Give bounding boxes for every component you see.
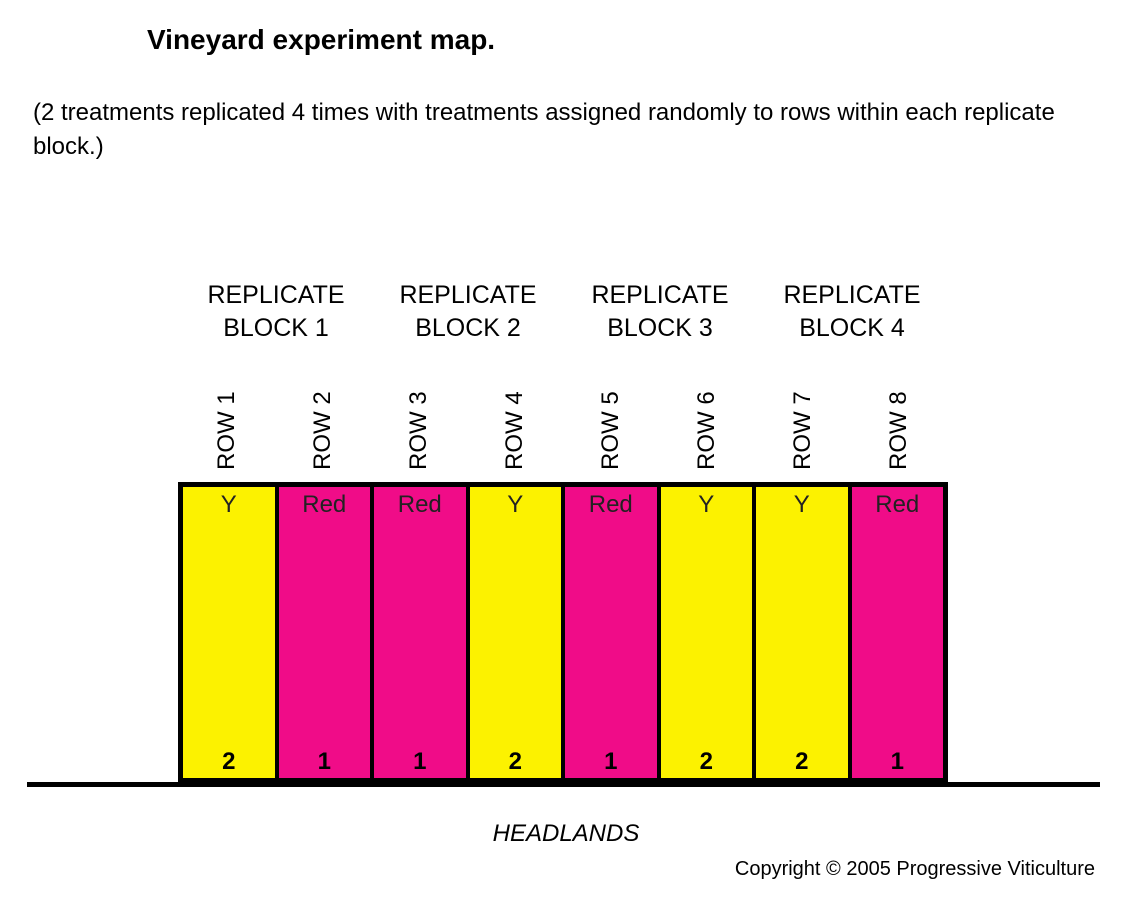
block-header-1: REPLICATE BLOCK 1 (180, 279, 372, 345)
row-label-text: ROW 7 (789, 391, 816, 470)
row-label-text: ROW 2 (309, 391, 336, 470)
page-title: Vineyard experiment map. (147, 24, 496, 55)
plot-row-2: Red 1 (278, 487, 374, 778)
headlands-text: HEADLANDS (492, 820, 640, 847)
block-header-line2: BLOCK 1 (223, 314, 329, 342)
treatment-number: 1 (317, 748, 331, 775)
plot-row-5: Red 1 (565, 487, 661, 778)
treatment-number: 2 (222, 748, 236, 775)
block-header-line2: BLOCK 4 (799, 314, 905, 342)
treatment-number: 2 (699, 748, 713, 775)
row-label-8: ROW 8 (853, 372, 949, 470)
row-label-7: ROW 7 (757, 372, 853, 470)
block-header-line1: REPLICATE (399, 281, 537, 309)
block-header-line1: REPLICATE (207, 281, 345, 309)
block-header-line1: REPLICATE (591, 281, 729, 309)
row-label-3: ROW 3 (373, 372, 469, 470)
row-label-text: ROW 1 (213, 391, 240, 470)
row-label-4: ROW 4 (469, 372, 565, 470)
row-label-text: ROW 8 (885, 391, 912, 470)
treatment-label: Y (793, 491, 810, 518)
block-header-line1: REPLICATE (783, 281, 921, 309)
treatment-label: Y (698, 491, 715, 518)
treatment-label: Red (588, 491, 633, 518)
treatment-number: 2 (508, 748, 522, 775)
row-label-6: ROW 6 (661, 372, 757, 470)
treatment-number: 1 (413, 748, 427, 775)
row-label-5: ROW 5 (565, 372, 661, 470)
treatment-label: Y (507, 491, 524, 518)
block-header-3: REPLICATE BLOCK 3 (564, 279, 756, 345)
row-label-text: ROW 6 (693, 391, 720, 470)
treatment-number: 1 (604, 748, 618, 775)
treatment-label: Red (302, 491, 347, 518)
row-label-text: ROW 4 (501, 391, 528, 470)
treatment-number: 1 (890, 748, 904, 775)
headland-line (27, 782, 1100, 787)
treatment-label: Red (397, 491, 442, 518)
copyright: Copyright © 2005 Progressive Viticulture (734, 858, 1095, 880)
block-header-line2: BLOCK 3 (607, 314, 713, 342)
row-label-text: ROW 3 (405, 391, 432, 470)
treatment-number: 2 (795, 748, 809, 775)
headlands-label: HEADLANDS (0, 820, 1128, 848)
block-header-line2: BLOCK 2 (415, 314, 521, 342)
row-label-text: ROW 5 (597, 391, 624, 470)
block-header-2: REPLICATE BLOCK 2 (372, 279, 564, 345)
plot-row-3: Red 1 (374, 487, 470, 778)
subtitle: (2 treatments replicated 4 times with tr… (33, 99, 1055, 160)
plot-row-8: Red 1 (851, 487, 943, 778)
treatment-label: Y (220, 491, 237, 518)
treatment-label: Red (875, 491, 920, 518)
vineyard-plot: Y 2 Red 1 Red 1 Y 2 Red 1 Y 2 Y 2 Red 1 (178, 482, 948, 783)
row-label-1: ROW 1 (181, 372, 277, 470)
row-label-2: ROW 2 (277, 372, 373, 470)
block-header-4: REPLICATE BLOCK 4 (756, 279, 948, 345)
